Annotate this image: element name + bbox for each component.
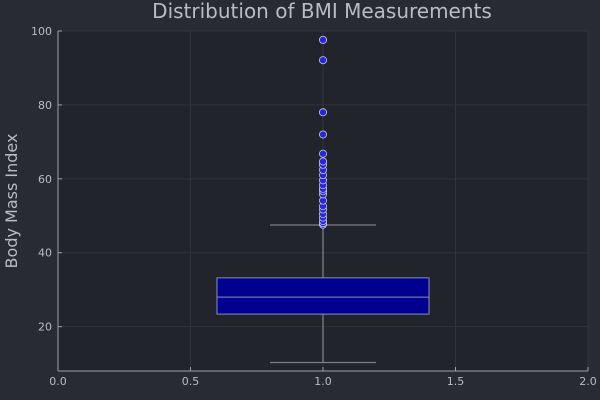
y-tick-label: 20 — [38, 321, 52, 334]
x-tick-label: 1.5 — [447, 375, 465, 388]
iqr-box — [216, 277, 430, 315]
outlier-points — [318, 35, 327, 229]
chart-title: Distribution of BMI Measurements — [152, 0, 492, 23]
y-tick-label: 40 — [38, 247, 52, 260]
outlier-point — [318, 56, 327, 65]
x-tick-label: 2.0 — [579, 375, 597, 388]
x-tick-label: 0.0 — [49, 375, 67, 388]
box-plot — [216, 224, 430, 364]
outlier-point — [318, 157, 327, 166]
y-tick-label: 100 — [31, 25, 52, 38]
axes: 0.0 0.5 1.0 1.5 2.0 20 40 60 80 100 — [31, 25, 597, 388]
y-axis-label: Body Mass Index — [2, 134, 21, 269]
y-tick-label: 60 — [38, 173, 52, 186]
x-tick-label: 1.0 — [314, 375, 332, 388]
y-tick-label: 80 — [38, 99, 52, 112]
outlier-point — [318, 108, 327, 117]
x-tick-label: 0.5 — [182, 375, 200, 388]
outlier-point — [318, 149, 327, 158]
outlier-point — [318, 130, 327, 139]
outlier-point — [318, 35, 327, 44]
